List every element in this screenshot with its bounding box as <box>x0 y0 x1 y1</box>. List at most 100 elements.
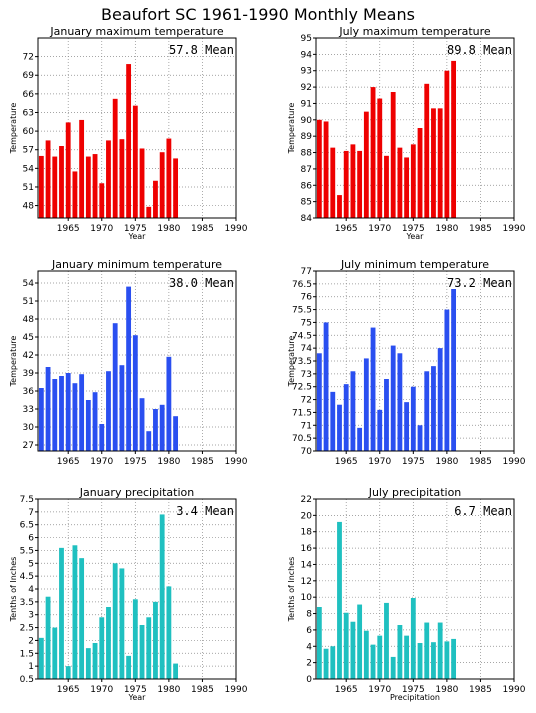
x-tick-label: 1990 <box>225 457 248 467</box>
y-axis-label: Temperature <box>9 336 18 388</box>
y-tick-label: 66 <box>23 90 35 100</box>
bar <box>417 643 423 679</box>
x-tick-label: 1965 <box>57 224 80 234</box>
y-axis-label: Tenths of Inches <box>287 557 296 623</box>
bar <box>92 392 98 451</box>
x-tick-label: 1980 <box>157 224 180 234</box>
bar <box>45 596 51 679</box>
bar <box>404 402 410 451</box>
bar <box>38 388 44 451</box>
bar <box>316 353 322 451</box>
bar <box>139 148 145 218</box>
y-tick-label: 76 <box>301 293 313 303</box>
y-tick-label: 6 <box>28 534 34 544</box>
bar <box>363 111 369 218</box>
chart-svg: 27 30 33 36 39 42 45 48 51 54 1965 1970 1975 1980 1985… <box>9 258 248 467</box>
y-tick-label: 0.5 <box>20 675 34 685</box>
y-tick-label: 51 <box>23 183 34 193</box>
x-tick-label: 1990 <box>503 457 526 467</box>
y-tick-label: 33 <box>23 405 34 415</box>
x-tick-label: 1970 <box>90 685 113 695</box>
page-title: Beaufort SC 1961-1990 Monthly Means <box>101 5 415 24</box>
bar <box>370 327 376 451</box>
x-tick-label: 1965 <box>57 685 80 695</box>
bar <box>59 376 64 451</box>
x-tick-label: 1990 <box>225 685 248 695</box>
y-tick-label: 7 <box>28 508 34 518</box>
bar <box>417 128 423 218</box>
y-tick-label: 69 <box>23 71 35 81</box>
bar <box>99 183 105 218</box>
bar <box>72 545 78 679</box>
y-tick-label: 70 <box>301 447 313 457</box>
y-axis-label: Tenths of Inches <box>9 557 18 623</box>
bar <box>377 98 383 218</box>
bar <box>357 427 363 451</box>
y-tick-label: 8 <box>306 610 312 620</box>
bar <box>410 598 416 679</box>
y-tick-label: 5 <box>28 559 34 569</box>
bar <box>72 383 78 451</box>
y-tick-label: 6.5 <box>20 521 34 531</box>
chart-svg: 84 85 86 87 88 89 90 91 92 93 94 95 1965 1970 1975 1980… <box>287 25 526 241</box>
bar <box>52 156 58 218</box>
y-tick-label: 1 <box>28 662 34 672</box>
chart-svg: 0 2 4 6 8 10 12 14 16 18 20 22 1965 1970 1975 1980 1985 1… <box>287 486 526 702</box>
x-tick-label: 1965 <box>57 457 80 467</box>
bar <box>79 558 85 679</box>
y-tick-label: 74 <box>301 344 313 354</box>
bar <box>444 309 450 451</box>
bar <box>45 140 51 218</box>
y-tick-label: 48 <box>23 315 35 325</box>
y-tick-label: 86 <box>301 181 313 191</box>
x-tick-label: 1980 <box>435 457 458 467</box>
plot-frame <box>315 37 515 219</box>
bar <box>451 289 457 451</box>
bar <box>153 180 158 218</box>
chart-title: January maximum temperature <box>49 25 223 38</box>
bar <box>337 195 342 218</box>
bar <box>146 617 152 679</box>
bar <box>323 121 329 218</box>
y-tick-label: 54 <box>23 279 35 289</box>
y-tick-label: 92 <box>301 83 312 93</box>
bar <box>437 108 443 218</box>
bar <box>390 92 396 218</box>
bar <box>363 630 369 679</box>
bar <box>431 366 436 451</box>
bar <box>92 643 98 679</box>
bar <box>404 157 410 218</box>
y-tick-label: 30 <box>23 423 35 433</box>
bar <box>337 521 342 679</box>
bar <box>153 601 158 679</box>
bar <box>146 206 152 218</box>
y-tick-label: 72.5 <box>292 383 312 393</box>
bar <box>451 638 457 679</box>
bar <box>350 144 356 218</box>
bar <box>377 409 383 451</box>
bar <box>323 648 329 679</box>
x-tick-label: 1970 <box>90 224 113 234</box>
chart-title: July maximum temperature <box>338 25 491 38</box>
x-tick-label: 1975 <box>124 457 147 467</box>
x-axis-label: Precipitation <box>390 693 440 702</box>
y-tick-label: 91 <box>301 99 312 109</box>
bar <box>59 146 64 218</box>
mean-label: 57.8 Mean <box>169 43 234 57</box>
bar <box>112 323 118 451</box>
x-tick-label: 1965 <box>335 457 358 467</box>
x-tick-label: 1970 <box>90 457 113 467</box>
bar <box>85 648 91 679</box>
y-tick-label: 93 <box>301 67 312 77</box>
y-tick-label: 22 <box>301 495 312 505</box>
bar <box>370 644 376 679</box>
bar <box>132 335 138 451</box>
bar <box>52 627 58 679</box>
bar <box>166 138 172 218</box>
mean-label: 3.4 Mean <box>176 504 234 518</box>
y-tick-label: 51 <box>23 297 34 307</box>
bar <box>173 416 179 451</box>
bar <box>146 431 152 451</box>
chart-svg: 0.5 1 1.5 2 2.5 3 3.5 4 4.5 5 5.5 6 6.5 7 7.5 1965 1970 1… <box>9 486 248 702</box>
page-title-text: Beaufort SC 1961-1990 Monthly Means <box>101 5 415 24</box>
